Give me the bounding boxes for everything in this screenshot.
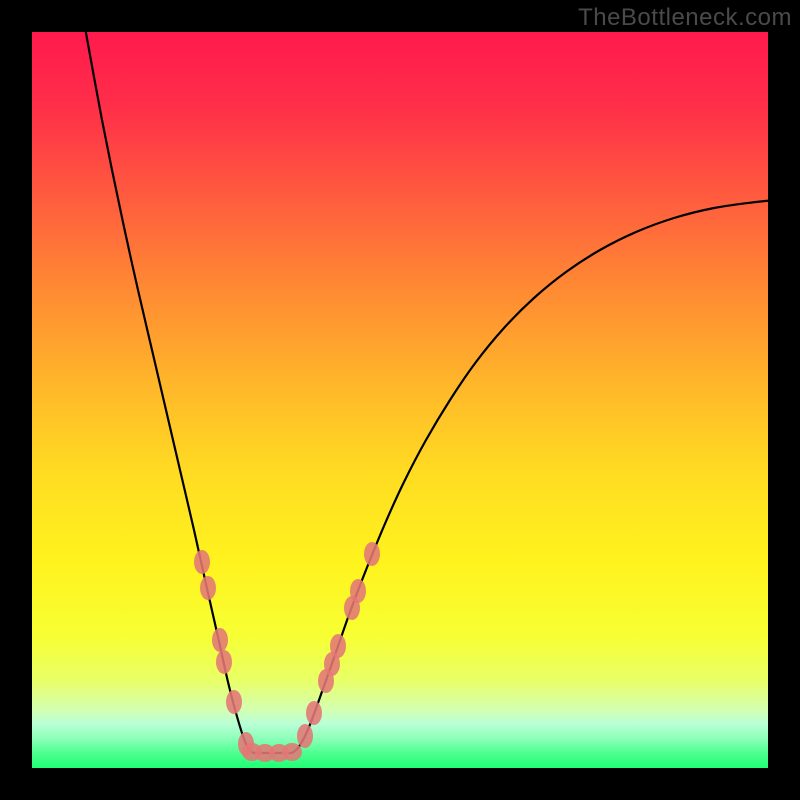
left-curve — [84, 32, 262, 753]
data-marker — [364, 542, 380, 566]
data-marker — [350, 579, 366, 603]
data-marker — [297, 724, 313, 748]
curve-layer — [32, 32, 768, 768]
data-marker — [306, 701, 322, 725]
data-marker — [194, 550, 210, 574]
plot-area — [32, 32, 768, 768]
data-marker — [212, 628, 228, 652]
right-curve — [292, 200, 768, 753]
data-marker — [330, 634, 346, 658]
data-marker — [216, 650, 232, 674]
watermark-text: TheBottleneck.com — [578, 4, 792, 32]
data-marker — [200, 576, 216, 600]
figure-frame: TheBottleneck.com — [0, 0, 800, 800]
marker-group — [194, 542, 380, 762]
data-marker — [226, 690, 242, 714]
data-marker — [282, 743, 302, 761]
